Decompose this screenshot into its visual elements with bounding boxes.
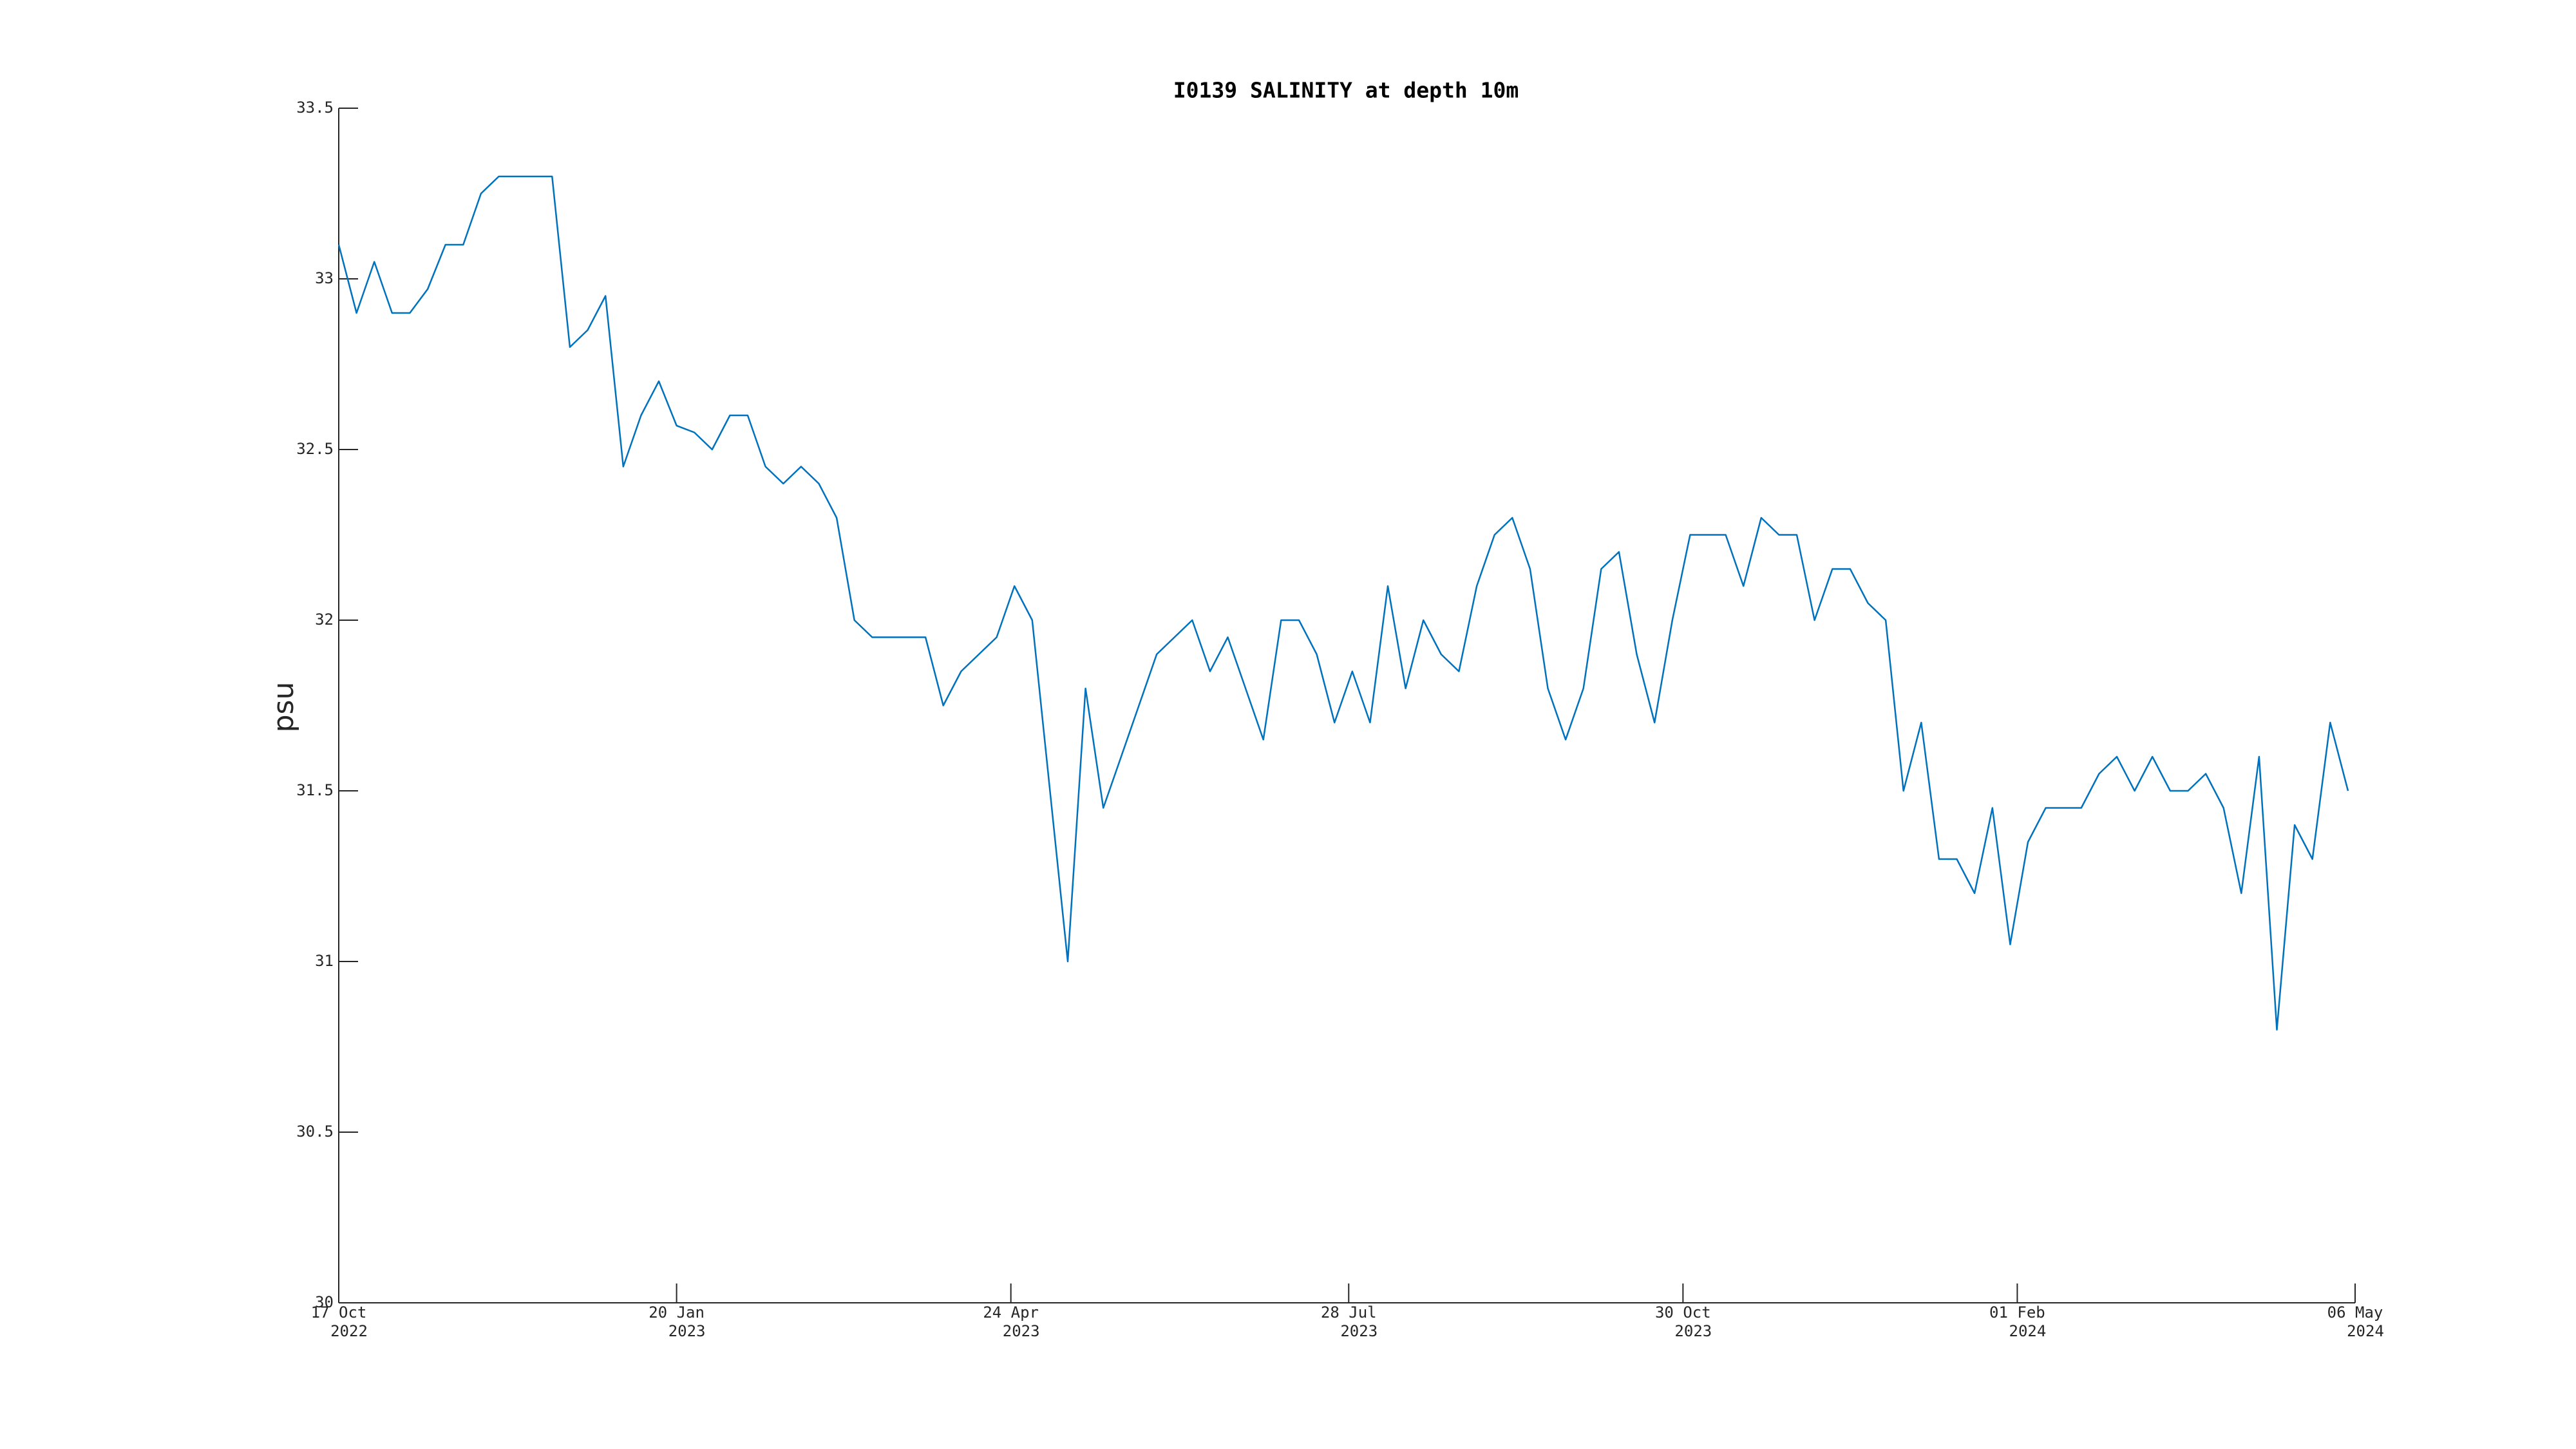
y-tick-label: 32.5 <box>296 440 334 458</box>
x-tick-label: 20 Jan <box>649 1303 705 1321</box>
y-tick-label: 30 <box>315 1293 334 1311</box>
x-tick-label: 2023 <box>1674 1322 1712 1340</box>
x-tick-label: 2023 <box>1340 1322 1378 1340</box>
y-tick-label: 30.5 <box>296 1122 334 1141</box>
x-tick-label: 2023 <box>1003 1322 1040 1340</box>
x-tick-label: 30 Oct <box>1655 1303 1711 1321</box>
y-tick-label: 33 <box>315 269 334 287</box>
y-tick-label: 32 <box>315 611 334 629</box>
y-tick-label: 31 <box>315 952 334 970</box>
chart-title: I0139 SALINITY at depth 10m <box>1173 78 1519 103</box>
x-tick-label: 24 Apr <box>983 1303 1039 1321</box>
x-tick-label: 06 May <box>2327 1303 2383 1321</box>
x-tick-label: 2022 <box>330 1322 368 1340</box>
data-line <box>337 175 2349 1031</box>
x-tick-label: 17 Oct <box>311 1303 367 1321</box>
x-tick-label: 2024 <box>2347 1322 2384 1340</box>
x-tick-label: 2024 <box>2009 1322 2047 1340</box>
x-tick-label: 01 Feb <box>1989 1303 2045 1321</box>
y-tick-label: 31.5 <box>296 781 334 799</box>
x-tick-label: 2023 <box>668 1322 706 1340</box>
y-tick-label: 33.5 <box>296 99 334 117</box>
x-tick-label: 28 Jul <box>1321 1303 1377 1321</box>
y-axis-label: psu <box>267 682 300 733</box>
